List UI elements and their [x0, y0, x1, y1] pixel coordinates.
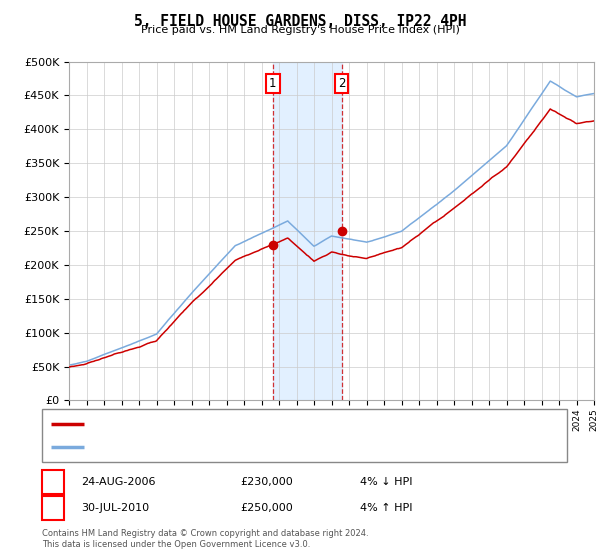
Bar — [273, 62, 341, 400]
Text: 1: 1 — [269, 77, 277, 90]
Text: 2: 2 — [338, 77, 346, 90]
Text: 5, FIELD HOUSE GARDENS, DISS, IP22 4PH (detached house): 5, FIELD HOUSE GARDENS, DISS, IP22 4PH (… — [90, 419, 406, 429]
Text: 5, FIELD HOUSE GARDENS, DISS, IP22 4PH: 5, FIELD HOUSE GARDENS, DISS, IP22 4PH — [134, 14, 466, 29]
Text: 2: 2 — [49, 503, 56, 513]
Text: Price paid vs. HM Land Registry's House Price Index (HPI): Price paid vs. HM Land Registry's House … — [140, 25, 460, 35]
Text: 24-AUG-2006: 24-AUG-2006 — [81, 477, 155, 487]
Text: 1: 1 — [49, 477, 56, 487]
Text: HPI: Average price, detached house, South Norfolk: HPI: Average price, detached house, Sout… — [90, 442, 354, 452]
Text: 30-JUL-2010: 30-JUL-2010 — [81, 503, 149, 513]
Text: £250,000: £250,000 — [240, 503, 293, 513]
Text: Contains HM Land Registry data © Crown copyright and database right 2024.
This d: Contains HM Land Registry data © Crown c… — [42, 529, 368, 549]
Text: £230,000: £230,000 — [240, 477, 293, 487]
Text: 4% ↓ HPI: 4% ↓ HPI — [360, 477, 413, 487]
Text: 4% ↑ HPI: 4% ↑ HPI — [360, 503, 413, 513]
